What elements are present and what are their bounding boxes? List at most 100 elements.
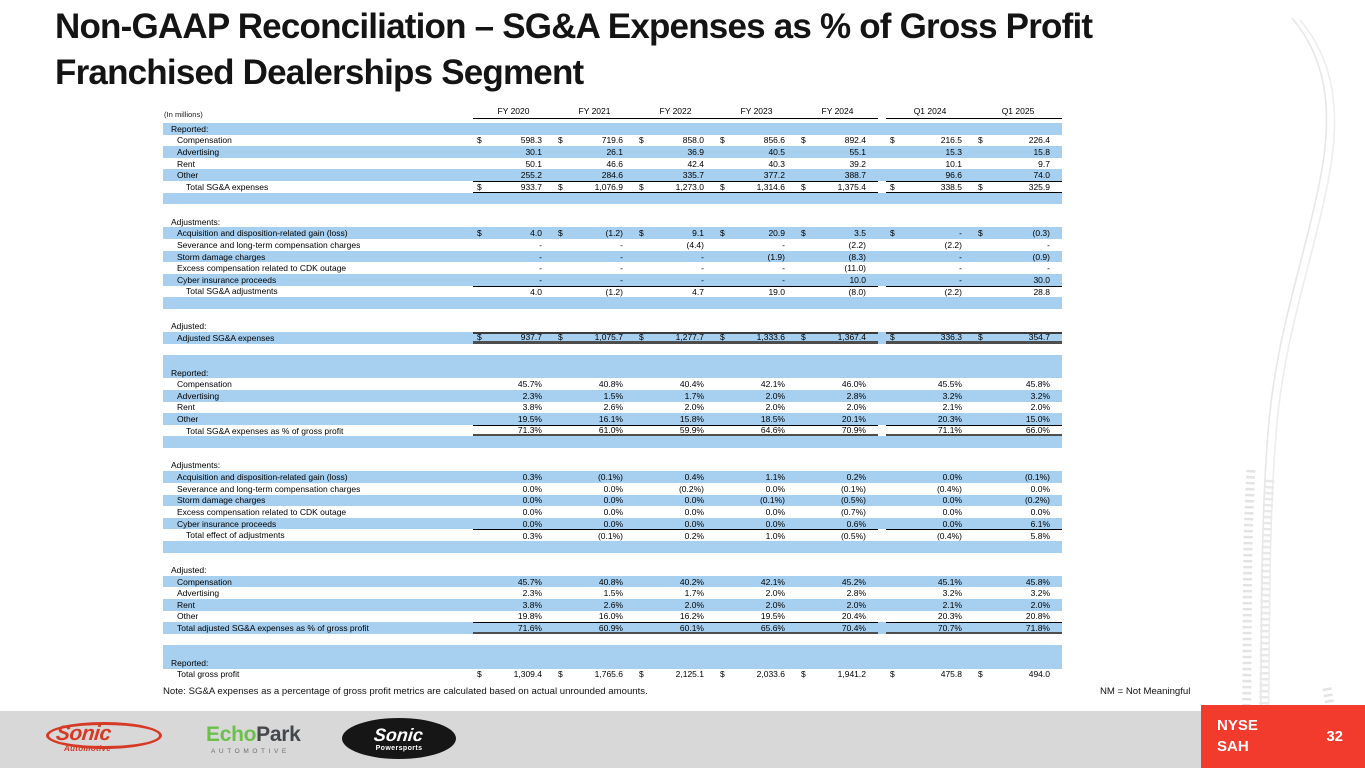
table-cell: 40.5 [716,146,797,158]
cell-value: 19.5% [760,611,785,622]
row-label [163,541,473,553]
cell-value: 28.8 [1033,286,1050,297]
column-header: Q1 2024 [913,106,947,116]
cell-value: 933.7 [520,181,542,192]
cell-value: 20.9 [768,228,785,239]
cell-value: 20.3% [937,414,962,425]
table-cell: 4.7 [635,287,716,298]
cell-value: 1,075.7 [594,332,623,343]
value-group-fy: 3.8% 2.6% 2.0% 2.0% 2.0% [473,402,878,414]
row-label: Advertising [177,147,220,158]
table-cell: - [974,239,1062,251]
cell-value: 64.6% [760,425,785,436]
table-cell: 15.8% [635,413,716,425]
dollar-sign: $ [639,135,644,146]
cell-value: (8.0) [848,286,866,297]
value-group-q1: $338.5 $325.9 [886,181,1062,193]
value-group-q1: 2.1% 2.0% [886,599,1062,611]
column-group-gap [878,576,886,588]
cell-value: - [539,274,542,285]
row-label: Total SG&A expenses as % of gross profit [186,425,344,436]
column-group-gap [878,146,886,158]
table-cell: (0.7%) [797,506,878,518]
cell-value: 2.0% [684,599,704,610]
cell-value: 2.0% [765,588,785,599]
table-cell: 61.0% [554,425,635,435]
cell-value: 16.1% [598,414,623,425]
dollar-sign: $ [890,228,895,239]
table-cell: - [886,251,974,263]
value-group-q1: -- [886,262,1062,274]
sonic-automotive-subtext: Automotive [64,744,111,753]
table-cell: 2.0% [797,402,878,414]
cell-value: 0.0% [942,506,962,517]
cell-value: 0.0% [522,483,542,494]
table-row: Excess compensation related to CDK outag… [163,262,1062,274]
table-row: Total SG&A adjustments 4.0 (1.2) 4.7 19.0 (8.… [163,285,1062,298]
table-cell: 65.6% [716,623,797,633]
cell-value: (2.2) [848,239,866,250]
table-cell: 0.3% [473,471,554,483]
cell-value: 4.0 [530,286,542,297]
table-row: Cyber insurance proceeds - - - - 10.0 - 30.0 [163,273,1062,286]
table-cell: (4.4) [635,239,716,251]
cell-value: - [1047,239,1050,250]
table-cell: - [473,251,554,263]
table-cell: 0.0% [554,483,635,495]
cell-value: - [701,263,704,274]
column-header: FY 2022 [659,106,692,116]
dollar-sign: $ [639,332,644,343]
value-group-fy: 71.6% 60.9% 60.1% 65.6% 70.4% [473,622,878,634]
table-cell: 70.4% [797,623,878,633]
table-row: Total SG&A expenses $933.7 $1,076.9 $1,273.… [163,181,1062,193]
dollar-sign: $ [477,228,482,239]
cell-value: 42.1% [760,576,785,587]
row-label: Adjusted SG&A expenses [177,332,275,343]
table-section-row: Reported: [163,123,1062,135]
table-cell: 0.0% [886,495,974,507]
table-spacer-row [163,540,1062,553]
value-group-fy: 0.3% (0.1%) 0.2% 1.0% (0.5%) [473,529,878,541]
table-cell: 40.4% [635,378,716,390]
table-cell: 0.0% [716,506,797,518]
table-cell: 5.8% [974,530,1062,541]
cell-value: 3.2% [942,588,962,599]
dollar-sign: $ [978,135,983,146]
cell-value: (0.7%) [840,506,866,517]
row-label: Compensation [177,379,232,390]
table-cell: 4.0 [473,287,554,298]
table-spacer-row [163,436,1062,449]
table-cell: 0.0% [635,518,716,530]
cell-value: 4.7 [692,286,704,297]
table-cell: - [473,274,554,286]
value-group-fy: - - - - (11.0) [473,262,878,274]
cell-value: 475.8 [940,669,962,680]
value-group-fy: 50.1 46.6 42.4 40.3 39.2 [473,158,878,170]
cell-value: 0.0% [765,506,785,517]
table-cell: $1,314.6 [716,182,797,192]
table-cell: 36.9 [635,146,716,158]
cell-value: 0.0% [765,518,785,529]
cell-value: 6.1% [1030,518,1050,529]
table-cell: 3.2% [886,390,974,402]
table-section-row: Adjustments: [163,215,1062,228]
table-cell: 2.3% [473,390,554,402]
cell-value: 0.0% [684,495,704,506]
table-cell: $494.0 [974,669,1062,681]
ticker-symbol: SAH [1217,737,1249,755]
cell-value: 96.6 [945,170,962,181]
cell-value: 19.8% [517,611,542,622]
table-cell: 1.5% [554,587,635,599]
table-cell: $1,277.7 [635,332,716,343]
row-label: Rent [177,158,195,169]
table-cell: 42.1% [716,576,797,588]
cell-value: 50.1 [525,158,542,169]
page-title-line1: Non-GAAP Reconciliation – SG&A Expenses … [55,7,1093,46]
cell-value: 377.2 [763,170,785,181]
cell-value: 255.2 [520,170,542,181]
table-cell: 6.1% [974,518,1062,530]
table-cell: 2.0% [974,599,1062,611]
cell-value: 1,309.4 [513,669,542,680]
cell-value: 3.2% [942,390,962,401]
table-cell: $216.5 [886,135,974,147]
